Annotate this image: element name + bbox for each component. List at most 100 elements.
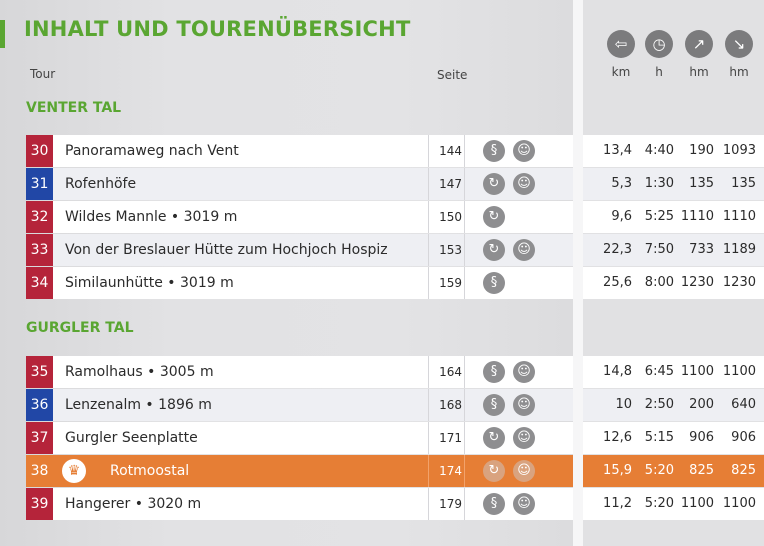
tour-stats-row: 13,4 4:40 190 1093 [583, 135, 764, 167]
column-divider [464, 356, 465, 388]
descent-value: 135 [731, 176, 756, 191]
section-heading: VENTER TAL [26, 100, 122, 116]
descent-value: 906 [731, 430, 756, 445]
unit-label: km [611, 65, 631, 79]
column-divider [464, 234, 465, 266]
signpost-icon: ⇦ [607, 30, 635, 58]
duration-value: 1:30 [644, 176, 674, 191]
ascent-value: 200 [689, 397, 714, 412]
tour-row: 38 ♛ Rotmoostal 174 ↻ ☺ [26, 455, 573, 487]
bear-icon: ☺ [513, 394, 535, 416]
tour-name: Lenzenalm • 1896 m [65, 397, 212, 413]
title-accent-bar [0, 20, 5, 48]
duration-value: 5:20 [644, 496, 674, 511]
tour-name: Wildes Mannle • 3019 m [65, 209, 238, 225]
ascent-value: 1100 [680, 364, 714, 379]
column-divider [428, 455, 429, 487]
tour-row: 39 Hangerer • 3020 m 179 § ☺ [26, 488, 573, 520]
path-icon: § [483, 272, 505, 294]
duration-value: 6:45 [644, 364, 674, 379]
tour-name: Panoramaweg nach Vent [65, 143, 239, 159]
column-divider [428, 389, 429, 421]
tour-stats-row: 10 2:50 200 640 [583, 389, 764, 421]
column-divider [464, 201, 465, 233]
column-divider [428, 201, 429, 233]
column-divider [428, 267, 429, 299]
ascent-value: 825 [689, 463, 714, 478]
descent-value: 1230 [722, 275, 756, 290]
duration-value: 5:25 [644, 209, 674, 224]
section-heading: GURGLER TAL [26, 320, 134, 336]
tour-page: 171 [439, 431, 462, 445]
tour-row: 32 Wildes Mannle • 3019 m 150 ↻ [26, 201, 573, 233]
ascent-value: 1100 [680, 496, 714, 511]
unit-label: hm [729, 65, 749, 79]
path-icon: § [483, 361, 505, 383]
distance-value: 14,8 [603, 364, 632, 379]
column-divider [464, 422, 465, 454]
duration-value: 5:20 [644, 463, 674, 478]
path-icon: § [483, 493, 505, 515]
tour-name: Similaunhütte • 3019 m [65, 275, 234, 291]
column-divider [464, 168, 465, 200]
tour-page: 164 [439, 365, 462, 379]
distance-value: 22,3 [603, 242, 632, 257]
clock-icon: ◷ [645, 30, 673, 58]
tour-number: 36 [26, 389, 53, 421]
duration-value: 4:40 [644, 143, 674, 158]
tour-number: 33 [26, 234, 53, 266]
ascent-value: 190 [689, 143, 714, 158]
descent-value: 825 [731, 463, 756, 478]
descent-value: 1100 [722, 364, 756, 379]
column-divider [464, 389, 465, 421]
page-title: INHALT UND TOURENÜBERSICHT [24, 17, 411, 41]
distance-value: 5,3 [611, 176, 632, 191]
loop-icon: ↻ [483, 239, 505, 261]
tour-name: Gurgler Seenplatte [65, 430, 198, 446]
bear-icon: ☺ [513, 361, 535, 383]
tour-stats-row: 25,6 8:00 1230 1230 [583, 267, 764, 299]
tour-number: 35 [26, 356, 53, 388]
ascent-value: 1230 [680, 275, 714, 290]
column-divider [464, 455, 465, 487]
tour-stats-row: 15,9 5:20 825 825 [583, 455, 764, 487]
bear-icon: ☺ [513, 427, 535, 449]
tour-name: Hangerer • 3020 m [65, 496, 202, 512]
unit-label: h [655, 65, 663, 79]
tour-stats-row: 12,6 5:15 906 906 [583, 422, 764, 454]
tour-number: 30 [26, 135, 53, 167]
column-divider [428, 234, 429, 266]
column-divider [428, 168, 429, 200]
loop-icon: ↻ [483, 460, 505, 482]
tour-row: 30 Panoramaweg nach Vent 144 § ☺ [26, 135, 573, 167]
tour-row: 36 Lenzenalm • 1896 m 168 § ☺ [26, 389, 573, 421]
page-gutter [573, 0, 583, 546]
distance-value: 25,6 [603, 275, 632, 290]
ascent-value: 733 [689, 242, 714, 257]
descent-value: 1110 [722, 209, 756, 224]
loop-icon: ↻ [483, 427, 505, 449]
bear-icon: ☺ [513, 173, 535, 195]
descent-value: 1189 [722, 242, 756, 257]
tour-number: 34 [26, 267, 53, 299]
column-divider [464, 488, 465, 520]
descent-icon: ↘ [725, 30, 753, 58]
tour-name: Von der Breslauer Hütte zum Hochjoch Hos… [65, 242, 388, 258]
duration-value: 8:00 [644, 275, 674, 290]
distance-value: 10 [615, 397, 632, 412]
path-icon: § [483, 394, 505, 416]
tour-stats-row: 11,2 5:20 1100 1100 [583, 488, 764, 520]
distance-value: 13,4 [603, 143, 632, 158]
tour-name: Ramolhaus • 3005 m [65, 364, 214, 380]
tour-stats-row: 22,3 7:50 733 1189 [583, 234, 764, 266]
bear-icon: ☺ [513, 493, 535, 515]
ascent-value: 906 [689, 430, 714, 445]
unit-label: hm [689, 65, 709, 79]
tour-name: Rotmoostal [110, 463, 190, 479]
tour-row: 34 Similaunhütte • 3019 m 159 § [26, 267, 573, 299]
duration-value: 7:50 [644, 242, 674, 257]
column-divider [428, 488, 429, 520]
ascent-value: 135 [689, 176, 714, 191]
tour-stats-row: 5,3 1:30 135 135 [583, 168, 764, 200]
tour-page: 150 [439, 210, 462, 224]
